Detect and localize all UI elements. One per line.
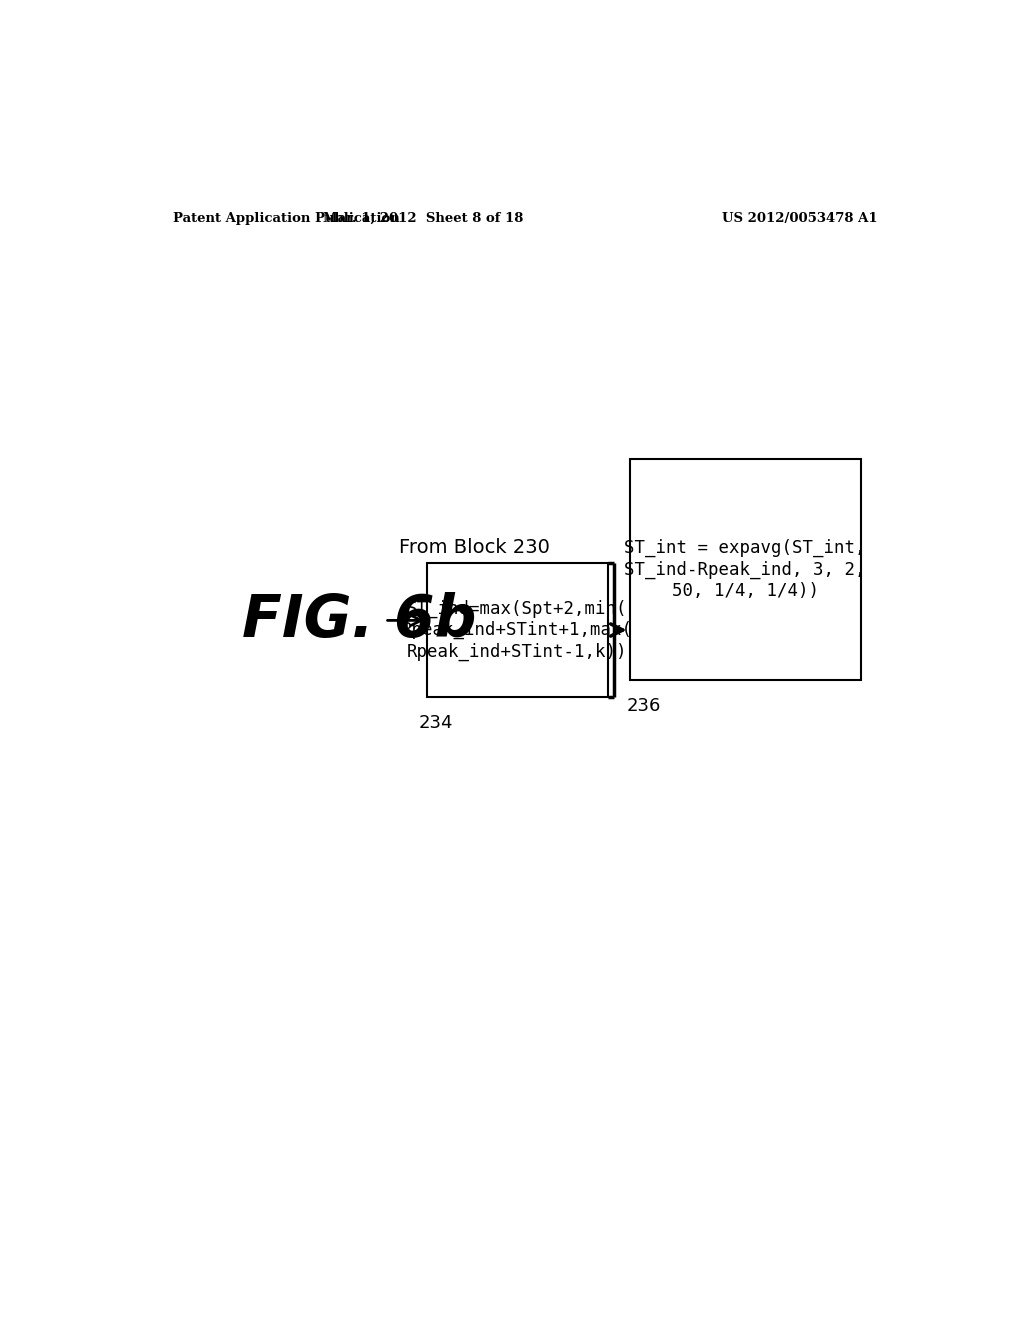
Text: Rpeak_ind+STint+1,max(: Rpeak_ind+STint+1,max( <box>402 620 633 639</box>
Text: 236: 236 <box>627 697 660 715</box>
Text: ST_ind-Rpeak_ind, 3, 2,: ST_ind-Rpeak_ind, 3, 2, <box>625 561 865 578</box>
Text: Rpeak_ind+STint-1,k)): Rpeak_ind+STint-1,k)) <box>408 643 628 661</box>
FancyBboxPatch shape <box>630 459 860 681</box>
Text: US 2012/0053478 A1: US 2012/0053478 A1 <box>722 213 878 224</box>
Text: ST_ind=max(Spt+2,min(: ST_ind=max(Spt+2,min( <box>408 599 628 618</box>
Text: Patent Application Publication: Patent Application Publication <box>173 213 399 224</box>
Text: FIG. 6b: FIG. 6b <box>243 591 476 649</box>
Text: 234: 234 <box>419 714 454 733</box>
Text: ST_int = expavg(ST_int,: ST_int = expavg(ST_int, <box>625 539 865 557</box>
Text: 50, 1/4, 1/4)): 50, 1/4, 1/4)) <box>672 582 818 601</box>
Text: From Block 230: From Block 230 <box>398 537 550 557</box>
FancyBboxPatch shape <box>427 562 608 697</box>
Text: Mar. 1, 2012  Sheet 8 of 18: Mar. 1, 2012 Sheet 8 of 18 <box>323 213 523 224</box>
